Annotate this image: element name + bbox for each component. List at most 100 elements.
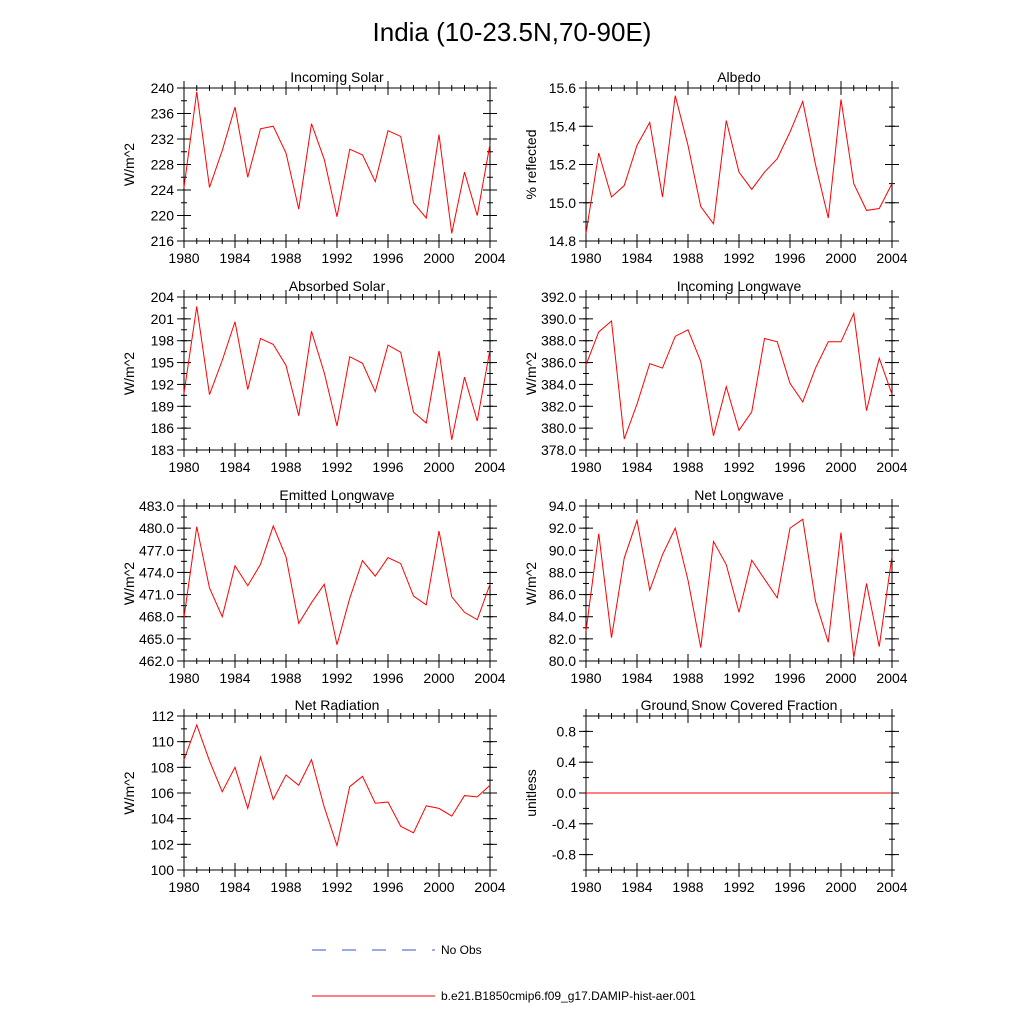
panels: Incoming Solar W/m^2 216 220 224 228 232 236 240…	[121, 69, 908, 895]
x-tick-label: 1992	[321, 459, 352, 475]
y-tick-label: 92.0	[549, 520, 576, 536]
x-tick-label: 1996	[774, 879, 805, 895]
y-tick-label: 471.0	[139, 587, 174, 603]
y-tick-label: 112	[152, 708, 175, 724]
series-line	[183, 306, 491, 440]
x-tick-label: 2000	[825, 250, 856, 266]
y-tick-label: 15.2	[549, 157, 576, 173]
x-tick-label: 2000	[825, 670, 856, 686]
plot-frame	[183, 296, 491, 451]
x-tick-label: 2000	[423, 250, 454, 266]
x-tick-label: 1984	[621, 250, 652, 266]
x-tick-label: 1992	[321, 250, 352, 266]
y-tick-label: 384.0	[541, 376, 576, 392]
x-tick-label: 1996	[372, 250, 403, 266]
x-tick-label: 1988	[270, 250, 301, 266]
plot-frame	[183, 87, 491, 242]
x-tick-label: 2004	[876, 250, 907, 266]
x-tick-label: 2004	[474, 670, 505, 686]
series-line	[183, 524, 491, 645]
y-tick-label: 378.0	[541, 442, 576, 458]
x-tick-label: 2000	[423, 459, 454, 475]
x-tick-label: 1984	[621, 879, 652, 895]
panel-title: Absorbed Solar	[289, 278, 386, 294]
y-tick-label: 386.0	[541, 355, 576, 371]
x-tick-label: 1992	[723, 250, 754, 266]
y-tick-label: 82.0	[549, 631, 576, 647]
panel-title: Incoming Longwave	[677, 278, 802, 294]
x-tick-label: 2000	[825, 459, 856, 475]
panel-title: Net Radiation	[295, 697, 380, 713]
y-axis-label: W/m^2	[121, 352, 137, 395]
x-tick-label: 2004	[876, 879, 907, 895]
x-tick-label: 1996	[774, 459, 805, 475]
x-tick-label: 1984	[621, 459, 652, 475]
x-tick-label: 1988	[672, 250, 703, 266]
series-line	[183, 723, 491, 848]
y-tick-label: 0.4	[557, 754, 577, 770]
x-tick-label: 1984	[219, 670, 250, 686]
x-tick-label: 1988	[672, 670, 703, 686]
y-tick-label: 15.4	[549, 118, 576, 134]
y-axis-label: W/m^2	[523, 352, 539, 395]
series-line	[585, 311, 893, 440]
y-tick-label: 186	[151, 420, 175, 436]
panel-title: Emitted Longwave	[279, 487, 394, 503]
x-tick-label: 2000	[825, 879, 856, 895]
series-line	[183, 91, 491, 234]
panel-title: Incoming Solar	[290, 69, 384, 85]
figure-title: India (10-23.5N,70-90E)	[373, 17, 652, 47]
y-axis-label: W/m^2	[523, 562, 539, 605]
x-tick-label: 1980	[570, 459, 601, 475]
y-tick-label: 0.0	[557, 785, 577, 801]
y-axis-label: % reflected	[523, 129, 539, 199]
y-tick-label: 216	[151, 233, 175, 249]
y-tick-label: -0.4	[552, 816, 576, 832]
y-tick-label: -0.8	[552, 847, 576, 863]
y-tick-label: 201	[151, 311, 175, 327]
y-tick-label: 15.0	[549, 195, 576, 211]
x-tick-label: 2004	[474, 250, 505, 266]
y-axis-label: W/m^2	[121, 771, 137, 814]
y-tick-label: 224	[151, 182, 175, 198]
x-tick-label: 1980	[168, 459, 199, 475]
x-tick-label: 1988	[270, 459, 301, 475]
y-tick-label: 204	[151, 289, 175, 305]
y-tick-label: 192	[151, 376, 175, 392]
panel-incoming-longwave: Incoming Longwave W/m^2 378.0 380.0 382.0 384…	[523, 278, 908, 475]
y-axis-label: unitless	[523, 769, 539, 816]
legend: No Obs b.e21.B1850cmip6.f09_g17.DAMIP-hi…	[312, 943, 696, 1003]
x-tick-label: 2000	[423, 879, 454, 895]
y-tick-label: 477.0	[139, 542, 174, 558]
y-tick-label: 480.0	[139, 520, 174, 536]
y-tick-label: 232	[151, 131, 175, 147]
y-tick-label: 195	[151, 355, 175, 371]
x-tick-label: 2004	[876, 459, 907, 475]
x-tick-label: 1984	[219, 879, 250, 895]
x-tick-label: 1984	[219, 250, 250, 266]
x-tick-label: 1996	[372, 879, 403, 895]
x-tick-label: 2004	[474, 879, 505, 895]
y-tick-label: 462.0	[139, 653, 174, 669]
x-tick-label: 2004	[474, 459, 505, 475]
y-tick-label: 104	[151, 811, 175, 827]
y-tick-label: 382.0	[541, 398, 576, 414]
x-tick-label: 1996	[774, 670, 805, 686]
x-tick-label: 1988	[270, 879, 301, 895]
x-tick-label: 1980	[168, 250, 199, 266]
y-tick-label: 236	[151, 106, 175, 122]
x-tick-label: 1988	[672, 879, 703, 895]
y-tick-label: 388.0	[541, 333, 576, 349]
y-tick-label: 380.0	[541, 420, 576, 436]
x-tick-label: 1980	[168, 670, 199, 686]
panel-net-longwave: Net Longwave W/m^2 80.0 82.0 84.0 86.0 88.0 90.…	[523, 487, 908, 686]
x-tick-label: 1984	[621, 670, 652, 686]
y-tick-label: 94.0	[549, 498, 576, 514]
y-tick-label: 84.0	[549, 609, 576, 625]
x-tick-label: 1980	[168, 879, 199, 895]
y-tick-label: 88.0	[549, 564, 576, 580]
x-tick-label: 1996	[372, 670, 403, 686]
panel-title: Net Longwave	[694, 487, 784, 503]
y-tick-label: 100	[151, 862, 175, 878]
